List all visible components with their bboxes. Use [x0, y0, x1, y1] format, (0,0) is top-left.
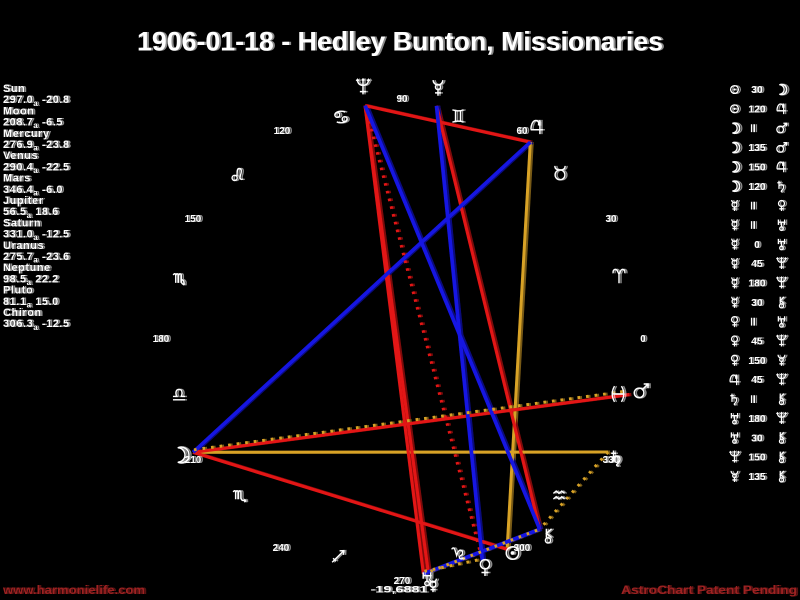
svg-text:150: 150 [185, 214, 202, 225]
svg-text:Saturn: Saturn [3, 217, 41, 229]
svg-text:297.0a -20.8: 297.0a -20.8 [3, 94, 70, 108]
svg-text:1906-01-18 - Hedley Bunton, Mi: 1906-01-18 - Hedley Bunton, Missionaries [137, 27, 663, 57]
svg-text:98.5a 22.2: 98.5a 22.2 [3, 273, 59, 287]
svg-text:330: 330 [603, 455, 620, 466]
svg-text:Sun: Sun [3, 83, 25, 95]
svg-text:331.0a -12.5: 331.0a -12.5 [3, 229, 70, 243]
svg-text:135: 135 [748, 142, 766, 154]
svg-text:120: 120 [274, 126, 291, 137]
svg-text:45: 45 [751, 258, 763, 270]
svg-text:Neptune: Neptune [3, 262, 51, 274]
svg-text:AstroChart Patent Pending: AstroChart Patent Pending [621, 583, 797, 597]
svg-text:45: 45 [751, 336, 763, 348]
svg-text:Venus: Venus [3, 150, 38, 162]
svg-text:Mars: Mars [3, 173, 31, 185]
svg-text:0: 0 [640, 334, 646, 345]
svg-text:Jupiter: Jupiter [3, 195, 44, 207]
svg-text:30: 30 [751, 432, 763, 444]
svg-text:-19,6881: -19,6881 [371, 585, 429, 596]
svg-text:Chiron: Chiron [3, 307, 42, 319]
svg-text:240: 240 [273, 543, 290, 554]
svg-text:135: 135 [748, 471, 766, 483]
svg-text:0: 0 [754, 239, 760, 251]
svg-text:275.7a -23.6: 275.7a -23.6 [3, 251, 70, 265]
svg-text:Moon: Moon [3, 105, 35, 117]
svg-text:290.4a -22.5: 290.4a -22.5 [3, 161, 70, 175]
svg-text:346.4a -6.0: 346.4a -6.0 [3, 184, 63, 198]
svg-text:45: 45 [751, 374, 763, 386]
svg-text:150: 150 [748, 355, 766, 367]
svg-text:150: 150 [748, 452, 766, 464]
svg-text:www.harmonielife.com: www.harmonielife.com [2, 583, 145, 597]
svg-text:30: 30 [751, 84, 763, 96]
svg-text:90: 90 [396, 94, 408, 105]
svg-text:300: 300 [514, 543, 531, 554]
svg-text:276.9a -23.8: 276.9a -23.8 [3, 139, 70, 153]
svg-text:30: 30 [605, 214, 617, 225]
svg-text:120: 120 [748, 181, 766, 193]
svg-text:30: 30 [751, 297, 763, 309]
svg-text:306.3a -12.5: 306.3a -12.5 [3, 318, 70, 332]
svg-text:270: 270 [394, 576, 411, 587]
svg-text:150: 150 [748, 161, 766, 173]
svg-text:180: 180 [153, 334, 170, 345]
svg-text:120: 120 [748, 103, 766, 115]
svg-text:Pluto: Pluto [3, 285, 33, 297]
svg-text:180: 180 [748, 413, 766, 425]
svg-text:56.5a 18.6: 56.5a 18.6 [3, 206, 59, 220]
svg-text:Uranus: Uranus [3, 240, 44, 252]
svg-text:Mercury: Mercury [3, 128, 50, 140]
svg-text:81.1a 15.0: 81.1a 15.0 [3, 296, 59, 310]
svg-text:208.7a -6.5: 208.7a -6.5 [3, 117, 63, 131]
svg-text:60: 60 [516, 126, 528, 137]
svg-text:180: 180 [748, 278, 766, 290]
svg-text:210: 210 [185, 455, 202, 466]
